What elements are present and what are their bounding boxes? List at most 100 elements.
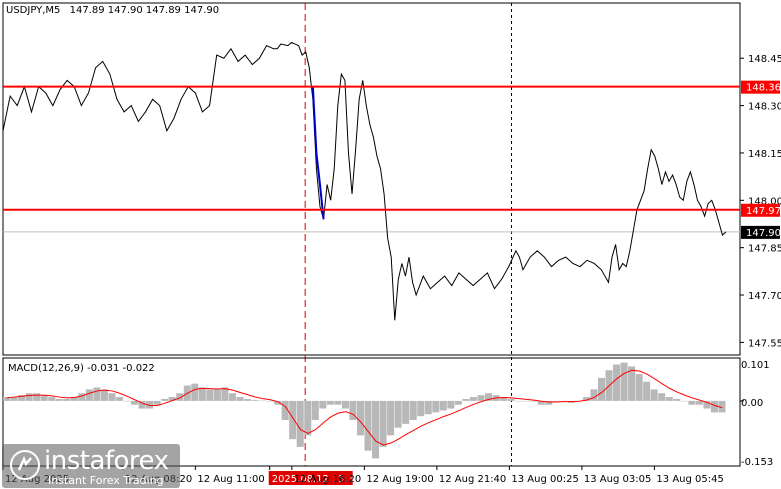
macd-bar	[55, 398, 63, 401]
macd-bar	[469, 397, 477, 401]
price-tick-label: 147.85	[748, 244, 781, 255]
macd-bar	[168, 397, 176, 401]
macd-bar	[356, 400, 364, 436]
macd-bar	[25, 393, 33, 401]
macd-bar	[710, 400, 718, 413]
macd-bar	[281, 400, 289, 421]
macd-bar	[228, 393, 236, 401]
macd-bar	[409, 400, 417, 421]
level-tag	[741, 203, 780, 217]
macd-bar	[447, 400, 455, 409]
symbol-label: USDJPY,M5	[6, 5, 60, 16]
macd-bar	[266, 400, 274, 402]
macd-bar	[688, 400, 696, 405]
macd-bar	[507, 398, 515, 401]
macd-bar	[680, 400, 688, 402]
macd-bar	[635, 374, 643, 401]
level-tag	[741, 80, 780, 94]
macd-bar	[552, 400, 560, 402]
event-time-tag	[268, 471, 353, 485]
macd-bar	[93, 387, 101, 401]
event-time-label: 2025.08.12 15:30	[272, 474, 361, 485]
macd-bar	[349, 400, 357, 421]
macd-bar	[718, 400, 726, 413]
macd-bar	[161, 398, 169, 401]
macd-bar	[153, 400, 161, 405]
macd-bar	[274, 400, 282, 405]
macd-bar	[537, 400, 545, 405]
macd-bar	[665, 397, 673, 401]
macd-bar	[650, 389, 658, 401]
macd-bar	[417, 400, 425, 417]
macd-bar	[289, 400, 297, 440]
macd-bar	[402, 400, 410, 424]
macd-bar	[10, 397, 18, 401]
price-tick-label: 147.55	[748, 338, 781, 349]
macd-bar	[500, 397, 508, 401]
price-line	[2, 41, 727, 321]
macd-signal-line	[6, 369, 723, 446]
time-label: 12 Aug 11:00	[197, 474, 264, 485]
price-tick-label: 147.70	[748, 291, 781, 302]
watermark-tagline: Instant Forex Trading	[48, 474, 164, 487]
macd-bar	[251, 400, 259, 401]
macd-bar	[477, 395, 485, 401]
macd-bar	[439, 400, 447, 411]
time-label: 13 Aug 00:25	[511, 474, 578, 485]
price-tick-label: 148.15	[748, 149, 781, 160]
instaforex-watermark: instaforex Instant Forex Trading	[2, 444, 180, 488]
macd-bar	[221, 387, 229, 401]
macd-bar	[334, 400, 342, 405]
macd-bar	[3, 397, 11, 401]
macd-bar	[236, 397, 244, 401]
time-label: 12 Aug 21:40	[439, 474, 506, 485]
macd-bar	[131, 400, 139, 405]
macd-bar	[326, 400, 334, 405]
macd-bar	[85, 389, 93, 401]
macd-bar	[658, 393, 666, 401]
price-tick-label: 148.45	[748, 54, 781, 65]
macd-bar	[123, 400, 131, 402]
macd-bar	[100, 389, 108, 401]
macd-tick-top: 0.101	[741, 360, 770, 371]
macd-bar	[613, 364, 621, 401]
macd-bar	[387, 400, 395, 436]
macd-bar	[78, 393, 86, 401]
macd-bar	[560, 400, 568, 402]
macd-bar	[545, 400, 553, 405]
macd-bar	[628, 366, 636, 401]
drop-line	[311, 86, 325, 220]
macd-bar	[206, 389, 214, 401]
macd-bar	[319, 400, 327, 409]
macd-bar	[364, 400, 372, 451]
macd-bar	[48, 397, 56, 401]
price-tick-label: 148.00	[748, 196, 781, 207]
current-price-tag	[741, 225, 780, 239]
macd-bar	[432, 400, 440, 413]
time-label: 13 Aug 05:45	[656, 474, 723, 485]
macd-bar	[462, 398, 470, 401]
macd-bar	[191, 383, 199, 401]
macd-bar	[620, 362, 628, 401]
symbol-header: USDJPY,M5 147.89 147.90 147.89 147.90	[6, 5, 219, 16]
price-tick-label: 148.30	[748, 102, 781, 113]
price-pane: 148.45 148.30 148.15 148.00 147.85 147.70 147.…	[2, 2, 781, 466]
macd-bar	[703, 400, 711, 409]
macd-bar	[341, 400, 349, 409]
macd-pane	[2, 357, 744, 467]
time-label: 13 Aug 03:05	[584, 474, 651, 485]
macd-bar	[63, 398, 71, 401]
macd-bar	[115, 397, 123, 401]
macd-bar	[379, 400, 387, 447]
macd-bar	[522, 400, 530, 402]
macd-bar	[311, 400, 319, 421]
macd-bar	[454, 400, 462, 405]
macd-bar	[582, 397, 590, 401]
current-price-label: 147.90	[746, 228, 781, 239]
macd-bar	[304, 400, 312, 436]
macd-bar	[296, 400, 304, 447]
macd-bar	[673, 398, 681, 401]
ohlc-values: 147.89 147.90 147.89 147.90	[70, 5, 220, 16]
price-frame	[2, 2, 741, 356]
